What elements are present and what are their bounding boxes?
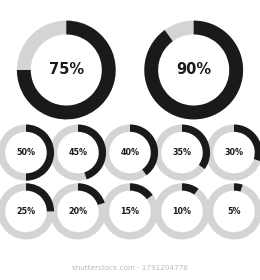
Text: 5%: 5% <box>227 207 241 216</box>
Text: 90%: 90% <box>176 62 211 78</box>
Text: 10%: 10% <box>172 207 192 216</box>
Wedge shape <box>0 125 54 181</box>
Text: 30%: 30% <box>224 148 244 157</box>
Wedge shape <box>26 125 54 181</box>
Text: 25%: 25% <box>16 207 36 216</box>
Wedge shape <box>50 183 106 239</box>
Wedge shape <box>206 183 260 239</box>
Wedge shape <box>144 21 243 119</box>
Text: 15%: 15% <box>120 207 140 216</box>
Wedge shape <box>26 183 54 211</box>
Wedge shape <box>182 125 210 169</box>
Text: 20%: 20% <box>68 207 88 216</box>
Text: 50%: 50% <box>16 148 36 157</box>
Wedge shape <box>154 125 210 181</box>
Wedge shape <box>102 183 158 239</box>
Wedge shape <box>50 125 106 181</box>
Wedge shape <box>206 125 260 181</box>
Text: 75%: 75% <box>49 62 84 78</box>
Wedge shape <box>130 125 158 175</box>
Wedge shape <box>78 183 105 205</box>
Wedge shape <box>154 183 210 239</box>
Wedge shape <box>78 125 106 179</box>
Wedge shape <box>0 183 54 239</box>
Wedge shape <box>182 183 198 195</box>
Text: 45%: 45% <box>68 148 88 157</box>
Text: shutterstock.com · 1791204776: shutterstock.com · 1791204776 <box>72 265 188 271</box>
Wedge shape <box>17 21 116 119</box>
Wedge shape <box>234 125 260 161</box>
Wedge shape <box>17 21 116 119</box>
Text: 40%: 40% <box>120 148 140 157</box>
Wedge shape <box>102 125 158 181</box>
Wedge shape <box>144 21 243 119</box>
Wedge shape <box>130 183 153 199</box>
Wedge shape <box>234 183 243 192</box>
Text: 35%: 35% <box>172 148 192 157</box>
